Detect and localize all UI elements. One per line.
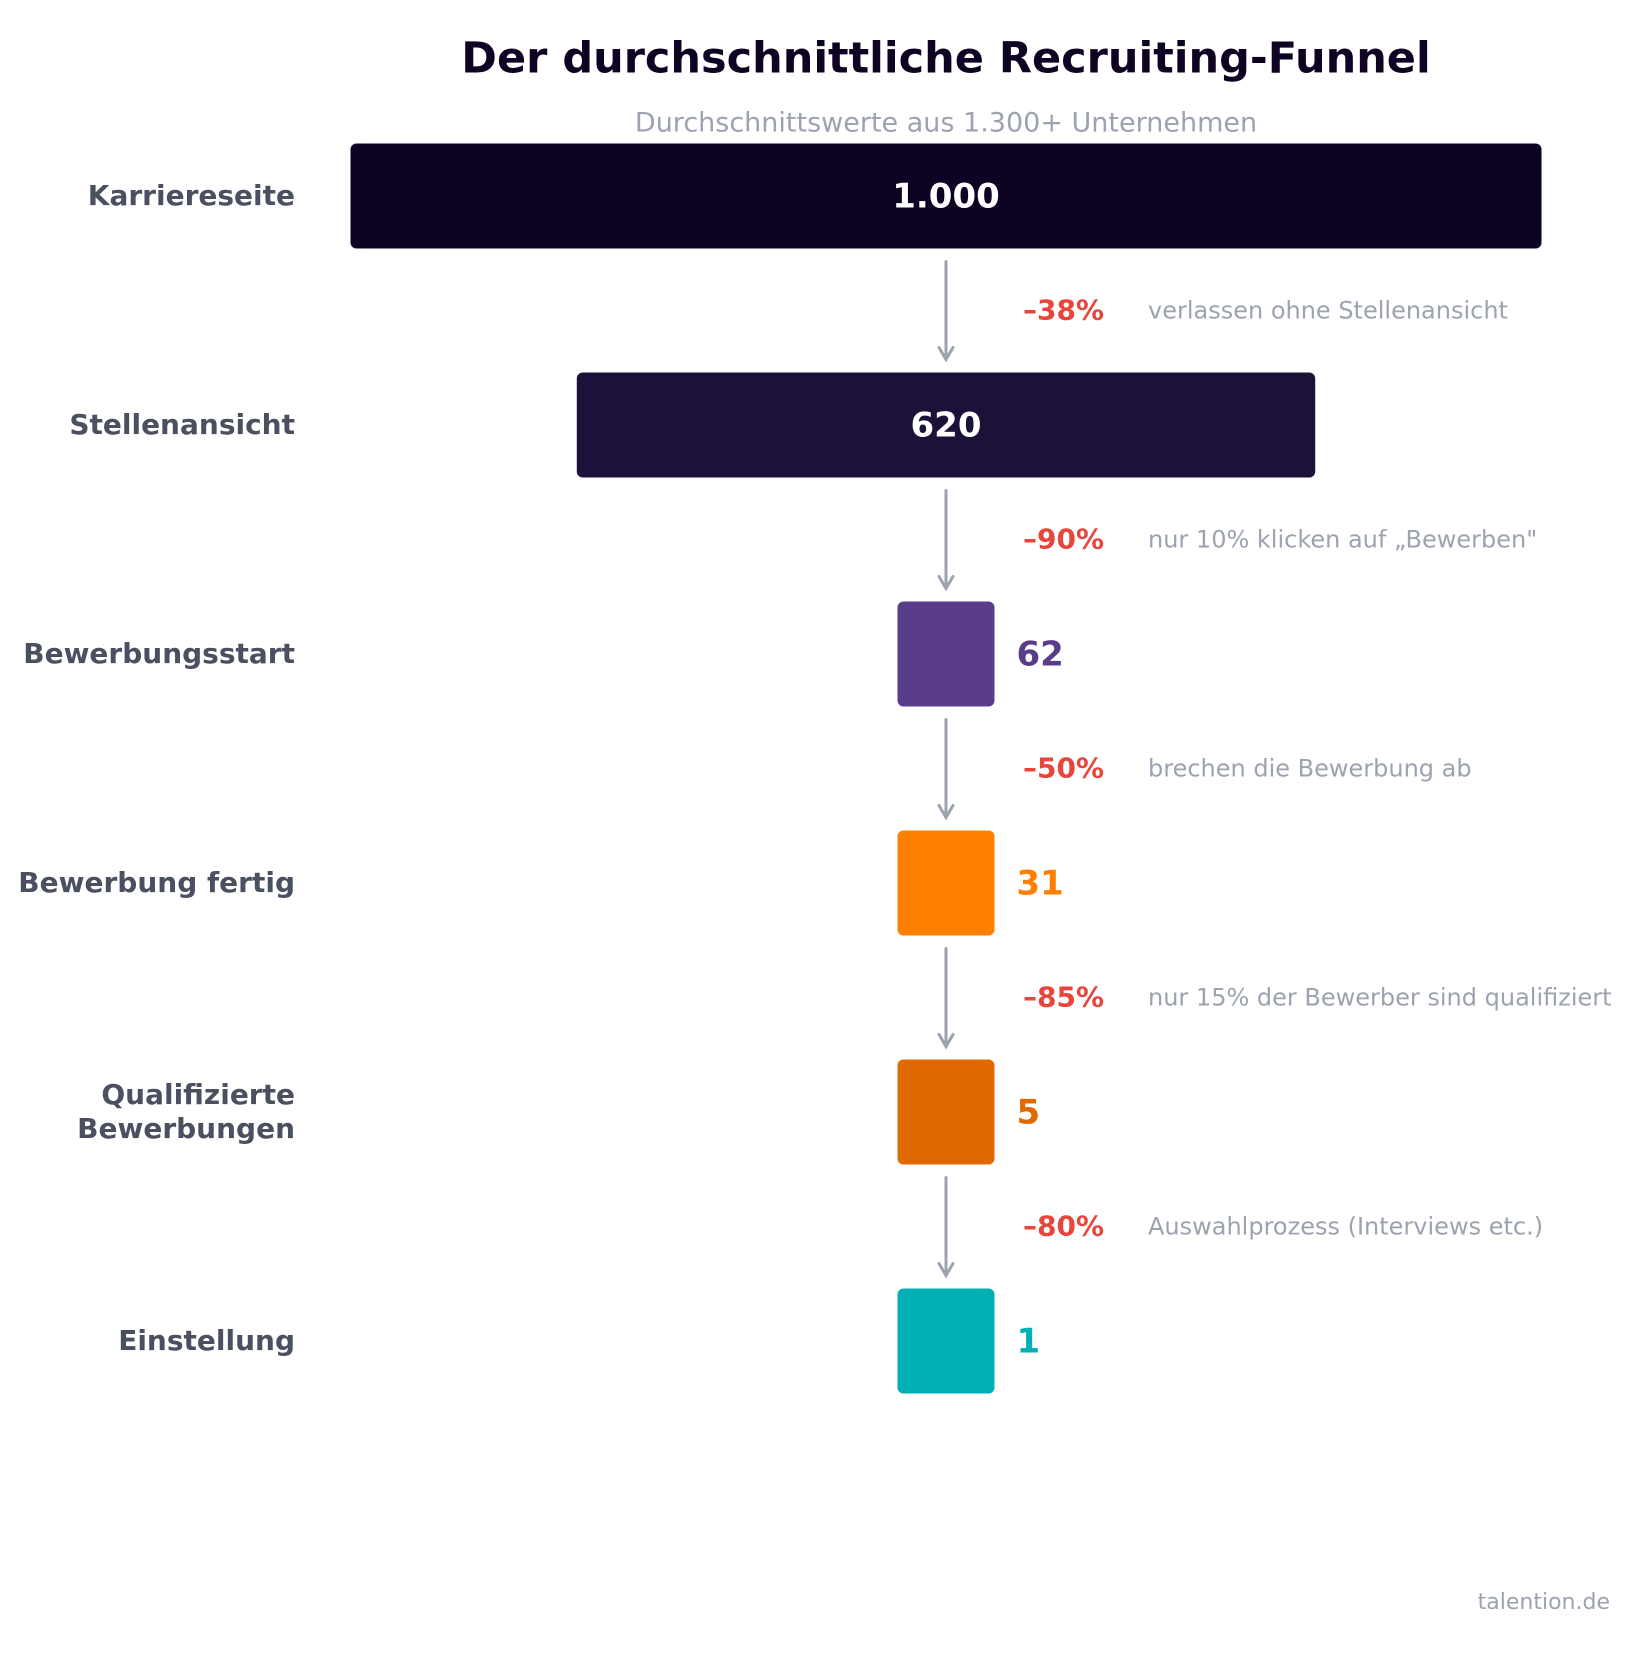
drop-label: –85% [1023, 981, 1104, 1014]
drop-arrow [937, 489, 955, 592]
value-label: 1 [1017, 1322, 1041, 1362]
funnel-bar [897, 830, 995, 936]
category-label: Stellenansicht [69, 408, 295, 441]
drop-note: Auswahlprozess (Interviews etc.) [1148, 1213, 1543, 1241]
drop-label: –50% [1023, 752, 1104, 785]
chart-subtitle: Durchschnittswerte aus 1.300+ Unternehme… [635, 108, 1257, 139]
value-label: 31 [1017, 864, 1064, 904]
drop-label: –80% [1023, 1210, 1104, 1243]
source: talention.de [1478, 1590, 1610, 1615]
funnel-bar [897, 1059, 995, 1165]
drop-note: nur 10% klicken auf „Bewerben" [1148, 526, 1537, 554]
category-label: Bewerbung fertig [18, 866, 295, 899]
drop-label: –38% [1023, 294, 1104, 327]
funnel-bar [350, 143, 1542, 249]
category-label: Karriereseite [87, 179, 295, 212]
category-label: Bewerbungsstart [23, 637, 295, 670]
drop-label: –90% [1023, 523, 1104, 556]
value-label: 5 [1017, 1093, 1041, 1133]
drop-note: verlassen ohne Stellenansicht [1148, 297, 1508, 325]
drop-note: brechen die Bewerbung ab [1148, 755, 1472, 783]
drop-arrow [937, 947, 955, 1050]
drop-arrow [937, 1176, 955, 1279]
drop-note: nur 15% der Bewerber sind qualifiziert [1148, 984, 1612, 1012]
funnel-bar [897, 1288, 995, 1394]
funnel-bar [576, 372, 1316, 478]
chart-title: Der durchschnittliche Recruiting-Funnel [461, 34, 1430, 84]
value-label: 1.000 [892, 177, 1000, 217]
category-label: Einstellung [118, 1324, 295, 1357]
category-label: Qualifizierte Bewerbungen [77, 1078, 295, 1145]
value-label: 620 [911, 406, 982, 446]
funnel-bar [897, 601, 995, 707]
value-label: 62 [1017, 635, 1064, 675]
drop-arrow [937, 260, 955, 363]
drop-arrow [937, 718, 955, 821]
